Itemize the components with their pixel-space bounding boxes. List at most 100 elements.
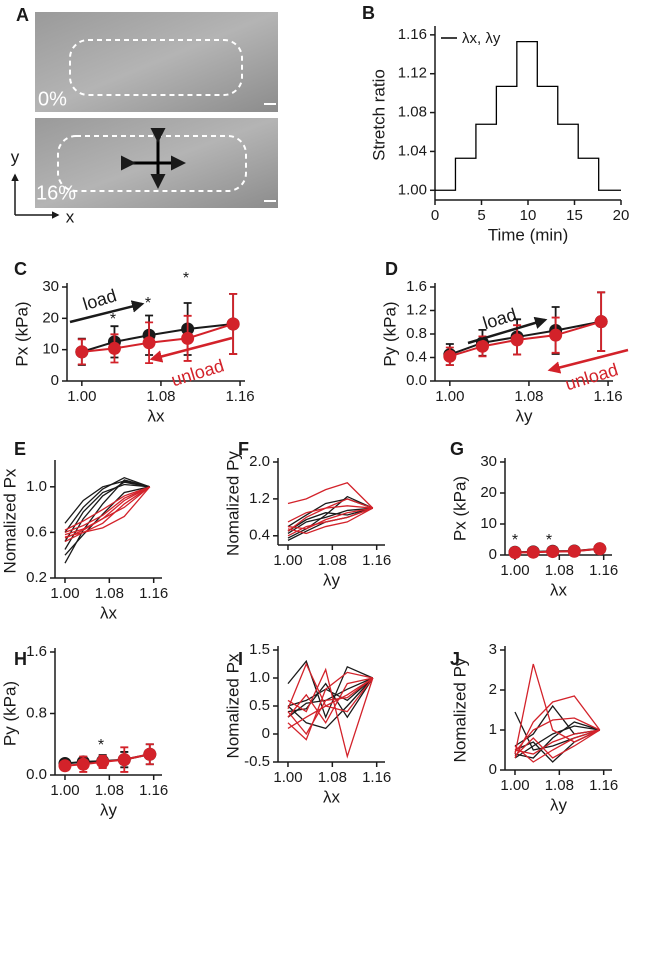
y-tick-label: 1.5	[249, 641, 270, 658]
panel-label: J	[450, 649, 460, 669]
y-tick-label: 20	[42, 309, 59, 326]
y-tick-label: 0.4	[406, 348, 427, 365]
y-axis-label: Px (kPa)	[12, 301, 31, 366]
x-tick-label: 1.00	[500, 562, 529, 579]
annotation: *	[110, 311, 116, 328]
x-axis-label: λx	[100, 603, 118, 622]
region-outline	[69, 39, 243, 96]
panel-label: C	[14, 259, 27, 279]
y-tick-label: 3	[489, 641, 497, 658]
y-axis-label: Nomalized Py	[223, 451, 242, 556]
data-point	[526, 545, 540, 559]
y-tick-label: 0.5	[249, 697, 270, 714]
y-tick-label: 0	[489, 546, 497, 563]
x-axis-label: λy	[516, 406, 534, 425]
y-tick-label: 30	[42, 278, 59, 295]
y-tick-label: 1.2	[249, 490, 270, 507]
annotation: *	[512, 532, 518, 549]
data-point	[58, 759, 72, 773]
panel-label: A	[16, 5, 29, 25]
x-tick-label: 1.16	[589, 777, 618, 794]
micrograph: 0%	[35, 12, 278, 112]
legend-label: λx, λy	[462, 30, 501, 47]
annotation: *	[546, 532, 552, 549]
x-tick-label: 1.00	[50, 585, 79, 602]
series-line	[514, 729, 600, 755]
axis-name: x	[66, 207, 75, 226]
y-tick-label: 0.8	[26, 704, 47, 721]
x-axis-label: λx	[550, 580, 568, 599]
data-point	[226, 317, 240, 331]
x-tick-label: 1.16	[139, 782, 168, 799]
y-axis-label: Px (kPa)	[450, 476, 469, 541]
y-tick-label: 1	[489, 721, 497, 738]
annotation: *	[98, 737, 104, 754]
y-tick-label: 0.2	[26, 569, 47, 586]
series-line	[287, 677, 374, 719]
y-tick-label: 2.0	[249, 453, 270, 470]
x-tick-label: 1.08	[95, 782, 124, 799]
panel-label: I	[238, 649, 243, 669]
y-tick-label: 0	[51, 372, 59, 389]
series-line	[287, 677, 374, 729]
x-tick-label: 1.00	[50, 782, 79, 799]
series-line	[287, 677, 374, 730]
image-label: 16%	[36, 182, 76, 204]
x-axis-label: Time (min)	[488, 225, 569, 244]
series-line	[287, 671, 373, 741]
data-point	[510, 333, 524, 347]
data-point	[143, 747, 157, 761]
y-tick-label: -0.5	[244, 753, 270, 770]
y-tick-label: 1.04	[398, 142, 427, 159]
y-tick-label: 30	[480, 453, 497, 470]
annotation-arrow	[547, 348, 629, 374]
y-tick-label: 0.4	[249, 527, 270, 544]
series-line	[81, 322, 234, 353]
y-axis-label: Nomalized Px	[0, 468, 19, 573]
x-tick-label: 1.00	[500, 777, 529, 794]
panel-label: B	[362, 3, 375, 23]
data-point	[142, 336, 156, 350]
panel-label: H	[14, 649, 27, 669]
y-axis-label: Nomalized Px	[223, 653, 242, 758]
data-point	[594, 315, 608, 329]
y-tick-label: 0	[489, 761, 497, 778]
series-line	[287, 659, 374, 719]
y-tick-label: 2	[489, 681, 497, 698]
series-line	[64, 476, 151, 533]
series-line	[514, 729, 600, 763]
series-line	[287, 507, 373, 530]
annotation: *	[145, 295, 151, 312]
panel-label: E	[14, 439, 26, 459]
y-tick-label: 20	[480, 484, 497, 501]
x-axis-label: λx	[323, 787, 341, 806]
x-tick-label: 1.08	[318, 769, 347, 786]
x-tick-label: 1.00	[273, 769, 302, 786]
axis-name: y	[11, 147, 20, 166]
series-line	[287, 482, 374, 509]
series-line	[64, 481, 150, 550]
x-tick-label: 1.08	[545, 777, 574, 794]
data-point	[117, 753, 131, 767]
x-tick-label: 1.08	[318, 552, 347, 569]
panel-label: G	[450, 439, 464, 459]
data-point	[475, 339, 489, 353]
image-label: 0%	[38, 88, 67, 110]
x-tick-label: 20	[613, 207, 630, 224]
series-line	[64, 486, 150, 556]
series-line	[64, 486, 151, 543]
panel-label: F	[238, 439, 249, 459]
series-line	[287, 677, 374, 736]
x-tick-label: 0	[431, 207, 439, 224]
x-tick-label: 5	[477, 207, 485, 224]
y-tick-label: 1.6	[406, 278, 427, 295]
x-tick-label: 1.00	[273, 552, 302, 569]
data-point	[549, 328, 563, 342]
y-tick-label: 1.00	[398, 181, 427, 198]
series-line	[64, 486, 151, 534]
x-tick-label: 1.08	[95, 585, 124, 602]
series-line	[514, 717, 601, 753]
x-tick-label: 15	[566, 207, 583, 224]
y-tick-label: 0.0	[406, 372, 427, 389]
